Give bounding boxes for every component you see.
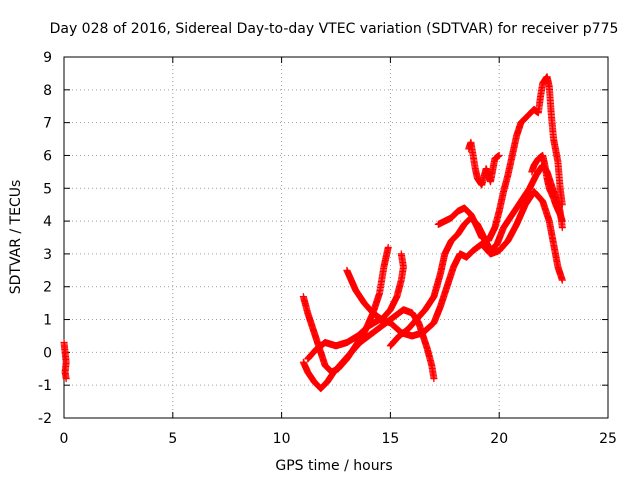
y-tick-label: 9 xyxy=(43,50,52,66)
y-tick-labels: -2 -1 0 1 2 3 4 5 6 7 8 9 xyxy=(38,50,52,427)
chart-title: Day 028 of 2016, Sidereal Day-to-day VTE… xyxy=(50,21,619,37)
data-point xyxy=(558,224,566,232)
y-tick-label: 3 xyxy=(43,247,52,263)
x-tick-label: 20 xyxy=(490,431,508,447)
data-point xyxy=(62,375,70,383)
data-point xyxy=(495,151,503,159)
data-point xyxy=(558,217,566,225)
x-tick-label: 25 xyxy=(599,431,617,447)
x-axis-label: GPS time / hours xyxy=(275,458,392,474)
y-axis-label: SDTVAR / TECUs xyxy=(8,180,24,295)
grid xyxy=(64,57,608,418)
x-tick-label: 5 xyxy=(168,431,177,447)
y-tick-label: 8 xyxy=(43,83,52,99)
data-point xyxy=(397,250,405,258)
y-tick-label: 1 xyxy=(43,313,52,329)
y-tick-label: -2 xyxy=(38,411,52,427)
y-tick-label: 6 xyxy=(43,148,52,164)
x-tick-label: 15 xyxy=(381,431,399,447)
x-tick-labels: 0 5 10 15 20 25 xyxy=(60,431,617,447)
y-tick-label: 0 xyxy=(43,345,52,361)
y-tick-label: 7 xyxy=(43,116,52,132)
plot-frame xyxy=(63,56,609,419)
y-tick-label: 4 xyxy=(43,214,52,230)
data-point xyxy=(430,375,438,383)
axis-ticks xyxy=(63,56,609,419)
data-point xyxy=(558,276,566,284)
x-tick-label: 10 xyxy=(273,431,291,447)
data-point xyxy=(384,243,392,251)
data-point xyxy=(558,201,566,209)
y-tick-label: -1 xyxy=(38,378,52,394)
x-tick-label: 0 xyxy=(60,431,69,447)
y-tick-label: 5 xyxy=(43,181,52,197)
data-points xyxy=(60,73,566,392)
y-tick-label: 2 xyxy=(43,280,52,296)
